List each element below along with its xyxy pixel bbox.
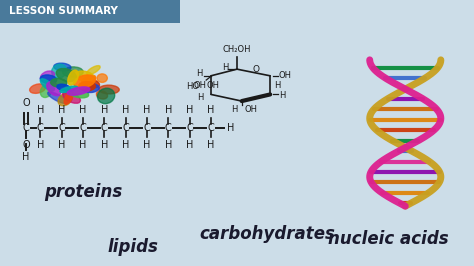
Ellipse shape: [40, 79, 55, 91]
Ellipse shape: [63, 91, 81, 103]
Text: OH: OH: [207, 81, 220, 90]
Text: carbohydrates: carbohydrates: [200, 225, 336, 243]
Ellipse shape: [51, 78, 67, 87]
Text: HO: HO: [186, 82, 199, 91]
Ellipse shape: [79, 82, 95, 91]
Text: H: H: [186, 105, 193, 115]
Ellipse shape: [40, 71, 55, 81]
Ellipse shape: [87, 66, 100, 75]
Text: H: H: [273, 81, 280, 90]
Ellipse shape: [82, 75, 96, 85]
Text: O: O: [22, 140, 30, 151]
Text: OH: OH: [245, 105, 258, 114]
Text: H: H: [279, 91, 285, 100]
Text: H: H: [22, 152, 30, 163]
Ellipse shape: [82, 84, 100, 93]
Ellipse shape: [67, 87, 90, 95]
Text: proteins: proteins: [44, 182, 122, 201]
Text: H: H: [36, 105, 44, 115]
Text: lipids: lipids: [107, 238, 158, 256]
Text: H: H: [36, 140, 44, 150]
Text: H: H: [100, 140, 108, 150]
Ellipse shape: [48, 92, 67, 103]
Ellipse shape: [96, 91, 108, 99]
Ellipse shape: [84, 79, 100, 88]
Text: H: H: [186, 140, 193, 150]
Text: H: H: [164, 140, 172, 150]
FancyBboxPatch shape: [0, 0, 180, 23]
Text: H: H: [58, 140, 65, 150]
Text: OH: OH: [279, 71, 292, 80]
Text: C: C: [80, 123, 86, 133]
Ellipse shape: [29, 84, 46, 93]
Text: H: H: [207, 140, 215, 150]
Ellipse shape: [63, 67, 83, 77]
Text: CH₂OH: CH₂OH: [223, 45, 251, 54]
Ellipse shape: [73, 75, 95, 88]
Text: C: C: [58, 123, 65, 133]
Ellipse shape: [98, 88, 115, 104]
Ellipse shape: [58, 93, 72, 106]
Text: C: C: [144, 123, 150, 133]
Ellipse shape: [99, 85, 119, 94]
Text: H: H: [100, 105, 108, 115]
Text: H: H: [196, 69, 202, 78]
Ellipse shape: [40, 84, 52, 98]
Ellipse shape: [60, 86, 78, 93]
Ellipse shape: [57, 84, 71, 91]
Text: OH: OH: [193, 81, 206, 90]
Ellipse shape: [74, 71, 94, 81]
Ellipse shape: [56, 68, 76, 82]
Text: H: H: [207, 105, 215, 115]
Ellipse shape: [64, 91, 73, 104]
Text: H: H: [79, 140, 87, 150]
Text: C: C: [165, 123, 172, 133]
Ellipse shape: [47, 82, 61, 96]
Text: H: H: [143, 140, 151, 150]
Ellipse shape: [40, 75, 57, 84]
Text: C: C: [37, 123, 44, 133]
Text: C: C: [122, 123, 129, 133]
Text: H: H: [222, 63, 228, 72]
Text: nucleic acids: nucleic acids: [328, 230, 449, 248]
Text: H: H: [143, 105, 151, 115]
Text: H: H: [79, 105, 87, 115]
Text: C: C: [23, 123, 29, 133]
Text: C: C: [186, 123, 193, 133]
Text: H: H: [198, 93, 204, 102]
Ellipse shape: [52, 64, 67, 78]
Ellipse shape: [97, 74, 107, 82]
Text: LESSON SUMMARY: LESSON SUMMARY: [9, 6, 118, 16]
Text: H: H: [231, 105, 238, 114]
Text: C: C: [101, 123, 108, 133]
Ellipse shape: [54, 63, 71, 71]
Ellipse shape: [68, 70, 78, 85]
Text: H: H: [122, 105, 129, 115]
Text: H: H: [227, 123, 234, 133]
Text: O: O: [253, 65, 259, 74]
Text: H: H: [164, 105, 172, 115]
Text: H: H: [122, 140, 129, 150]
Text: H: H: [58, 105, 65, 115]
Ellipse shape: [68, 89, 89, 98]
Text: O: O: [22, 98, 30, 108]
Text: C: C: [208, 123, 214, 133]
